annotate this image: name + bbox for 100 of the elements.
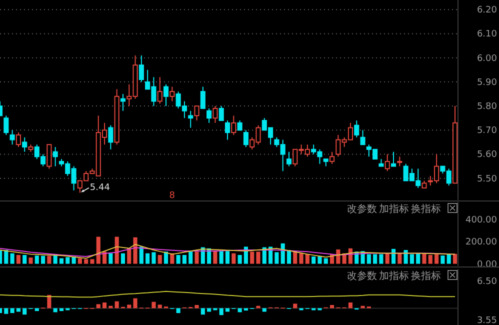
bar — [84, 259, 88, 264]
bar — [256, 252, 260, 264]
bar — [293, 304, 298, 308]
candlestick — [224, 120, 230, 140]
bar — [440, 256, 445, 264]
candlestick — [157, 76, 162, 104]
bar — [299, 253, 304, 264]
candlestick — [354, 120, 360, 138]
candlestick — [243, 130, 248, 148]
bar — [379, 254, 384, 264]
bar — [28, 258, 33, 264]
bar — [96, 304, 100, 308]
bar — [176, 254, 180, 264]
bar — [152, 252, 156, 264]
annotation: 改参数 — [347, 203, 377, 215]
bar — [318, 256, 322, 264]
bar — [398, 253, 402, 264]
bar — [232, 253, 236, 264]
candlestick — [231, 115, 236, 136]
bar — [404, 250, 408, 264]
bar — [146, 253, 150, 264]
text: 换指标 — [411, 270, 441, 282]
bar — [373, 254, 378, 264]
bar — [422, 253, 426, 264]
bar — [225, 251, 230, 264]
bar — [16, 254, 20, 264]
bar — [410, 254, 414, 264]
candlestick — [194, 106, 200, 121]
bar — [238, 308, 242, 312]
candlestick — [237, 120, 242, 131]
annotation: 换指标 — [411, 203, 441, 215]
y-tick-label: 200.00 — [466, 238, 498, 248]
bar — [256, 306, 260, 308]
bar — [182, 254, 186, 264]
bar — [293, 252, 298, 264]
bar — [164, 252, 168, 264]
bar — [219, 308, 224, 316]
bar — [10, 253, 14, 264]
y-tick-label: 5.50 — [476, 174, 498, 184]
bar — [114, 301, 119, 308]
bar — [127, 304, 132, 308]
candlestick — [360, 130, 366, 146]
bar — [158, 254, 162, 264]
bar — [120, 253, 125, 264]
bar — [96, 236, 100, 264]
y-tick-label: 5.70 — [476, 126, 498, 136]
bar — [219, 251, 224, 264]
candlestick — [200, 86, 206, 109]
candlestick — [4, 115, 9, 136]
bar — [324, 258, 328, 264]
bar — [194, 252, 199, 264]
bar — [280, 243, 285, 264]
bar — [47, 256, 52, 264]
bar — [416, 253, 420, 264]
y-tick-label: 6.00 — [476, 54, 498, 64]
candlestick — [384, 154, 390, 172]
text: 6.50 — [476, 277, 498, 287]
bar — [139, 246, 144, 264]
bar — [22, 254, 27, 264]
candlestick — [46, 144, 52, 170]
candlestick — [212, 106, 218, 124]
bar — [188, 252, 193, 264]
bar — [452, 254, 458, 264]
bar — [274, 252, 279, 264]
bar — [200, 308, 205, 315]
bar — [16, 308, 20, 312]
bar — [133, 298, 138, 308]
candlestick — [22, 136, 28, 152]
bar — [102, 302, 107, 308]
bar — [330, 305, 334, 308]
bar — [385, 253, 390, 264]
bar — [244, 308, 248, 311]
bar — [360, 306, 365, 308]
bar — [348, 302, 352, 308]
bar — [262, 247, 266, 264]
candlestick — [52, 146, 58, 167]
candlestick — [188, 110, 194, 128]
bar — [238, 254, 242, 264]
bar — [4, 250, 8, 264]
candlestick — [286, 151, 292, 167]
candlestick — [218, 106, 224, 121]
candlestick — [16, 132, 21, 148]
bar — [34, 308, 39, 312]
bar — [133, 237, 138, 264]
annotation: 加指标 — [379, 203, 409, 215]
candlestick — [138, 54, 144, 82]
bar — [41, 256, 46, 264]
y-tick-label: 5.90 — [476, 78, 498, 88]
candlestick — [330, 151, 335, 164]
bar — [34, 256, 39, 264]
bar — [108, 253, 113, 264]
y-tick-label: 5.60 — [476, 150, 498, 160]
bar — [391, 248, 396, 264]
bar — [102, 252, 107, 264]
bar — [152, 302, 156, 308]
y-tick-label: 6.10 — [476, 30, 498, 40]
bar — [22, 308, 27, 315]
y-tick-label: 400.00 — [466, 216, 498, 226]
bar — [10, 308, 14, 314]
annotation: 5.44 — [90, 182, 110, 193]
